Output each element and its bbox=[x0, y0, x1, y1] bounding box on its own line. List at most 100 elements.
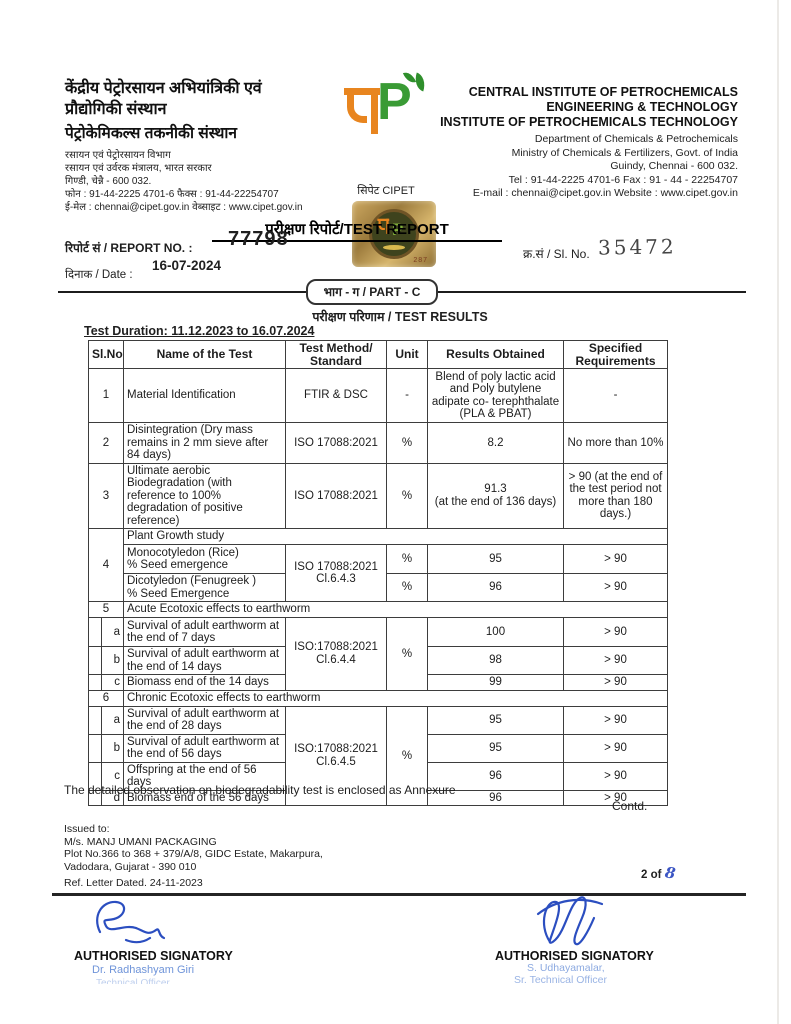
cell-sub-sl: a bbox=[88, 705, 124, 735]
cell-unit: % bbox=[386, 544, 428, 574]
email-web-en: E-mail : chennai@cipet.gov.in Website : … bbox=[472, 187, 738, 199]
page-number: 2 of 8 bbox=[641, 863, 677, 883]
signature-left-icon bbox=[96, 900, 166, 944]
dept-hindi: रसायन एवं पेट्रोरसायन विभाग bbox=[65, 150, 171, 161]
table-row: 2 Disintegration (Dry mass remains in 2 … bbox=[88, 422, 668, 464]
table-row: a Survival of adult earthworm at the end… bbox=[88, 617, 668, 691]
email-web-hindi: ई-मेल : chennai@cipet.gov.in वेब्साइट : … bbox=[65, 202, 303, 213]
cell-method: ISO:17088:2021 Cl.6.4.4 bbox=[285, 617, 387, 691]
cell-result: 91.3 (at the end of 136 days) bbox=[427, 462, 564, 529]
logo-caption: सिपेट CIPET bbox=[357, 185, 415, 197]
table-row: 3 Ultimate aerobic Biodegradation (with … bbox=[88, 462, 668, 529]
hologram-emblem-icon: P bbox=[369, 209, 419, 259]
cell-test-name: Dicotyledon (Fenugreek ) % Seed Emergenc… bbox=[123, 573, 286, 602]
cell-spec: > 90 bbox=[563, 573, 668, 602]
report-no-label: रिपोर्ट सं / REPORT NO. : bbox=[65, 241, 193, 255]
cell-test-name: Monocotyledon (Rice) % Seed emergence bbox=[123, 544, 286, 574]
col-header-name: Name of the Test bbox=[123, 340, 286, 369]
part-c-badge: भाग - ग / PART - C bbox=[306, 279, 438, 305]
test-duration: Test Duration: 11.12.2023 to 16.07.2024 bbox=[84, 324, 315, 338]
cell-test-name: Offspring at the end of 56 days bbox=[123, 761, 286, 791]
table-group-row: 6 Chronic Ecotoxic effects to earthworm bbox=[88, 689, 668, 707]
logo-latin-p: P bbox=[377, 73, 412, 131]
signatory-left-title-stamp: Technical Officer bbox=[96, 978, 170, 984]
cell-result: 96 bbox=[427, 789, 564, 806]
cell-result: 8.2 bbox=[427, 422, 564, 464]
org-name-en-line2: ENGINEERING & TECHNOLOGY bbox=[546, 100, 738, 114]
report-no-value: 77798 bbox=[228, 228, 289, 250]
cell-sl: 2 bbox=[88, 422, 124, 464]
cell-test-name: Survival of adult earthworm at the end o… bbox=[123, 733, 286, 763]
cell-test-name: Ultimate aerobic Biodegradation (with re… bbox=[123, 462, 286, 529]
header-english-block: CENTRAL INSTITUTE OF PETROCHEMICALS ENGI… bbox=[408, 85, 738, 201]
page-number-handwritten: 8 bbox=[663, 863, 677, 883]
scan-edge-line bbox=[777, 0, 779, 1024]
cell-spec: > 90 bbox=[563, 733, 668, 763]
cell-sl: 3 bbox=[88, 462, 124, 529]
org-name-hindi-line2: प्रौद्योगिकी संस्थान bbox=[65, 101, 167, 118]
cell-spec: > 90 bbox=[563, 646, 668, 675]
cell-result: Blend of poly lactic acid and Poly butyl… bbox=[427, 368, 564, 423]
col-header-spec: Specified Requirements bbox=[563, 340, 668, 369]
horizontal-rule-thick bbox=[52, 893, 746, 896]
cell-sub-sl: c bbox=[88, 761, 124, 791]
cell-method: ISO 17088:2021 bbox=[285, 462, 387, 529]
table-row: a Survival of adult earthworm at the end… bbox=[88, 705, 668, 806]
cell-sl: 5 bbox=[88, 601, 124, 618]
cell-sl: 1 bbox=[88, 368, 124, 423]
sticker-serial: 287 bbox=[413, 257, 428, 264]
org-name-hindi-line3: पेट्रोकेमिकल्स तकनीकी संस्थान bbox=[65, 125, 237, 142]
serial-no-stamp: 35472 bbox=[597, 234, 677, 260]
hologram-swoosh-icon bbox=[383, 245, 405, 250]
cell-result: 98 bbox=[427, 646, 564, 675]
cipet-logo: P bbox=[344, 69, 432, 148]
cell-sub-sl: d bbox=[88, 789, 124, 806]
hologram-sticker: P 287 bbox=[352, 201, 436, 267]
cell-test-name: Biomass end of the 56 days bbox=[123, 789, 286, 806]
org-name-en-line3: INSTITUTE OF PETROCHEMICALS TECHNOLOGY bbox=[440, 115, 738, 129]
cell-spec: > 90 (at the end of the test period not … bbox=[563, 462, 668, 529]
cell-method: ISO 17088:2021 Cl.6.4.3 bbox=[285, 544, 387, 602]
cell-sl: 6 bbox=[88, 689, 124, 707]
authorised-signatory-left-label: AUTHORISED SIGNATORY bbox=[74, 949, 233, 963]
address-hindi: गिण्डी, चेन्नै - 600 032. bbox=[65, 176, 152, 187]
cell-result: 95 bbox=[427, 733, 564, 763]
cell-spec: > 90 bbox=[563, 705, 668, 735]
cell-sub-sl: b bbox=[88, 646, 124, 675]
cell-test-name: Survival of adult earthworm at the end o… bbox=[123, 617, 286, 647]
cell-spec: > 90 bbox=[563, 617, 668, 647]
table-row: Monocotyledon (Rice) % Seed emergence IS… bbox=[89, 544, 668, 602]
table-row: 1 Material Identification FTIR & DSC - B… bbox=[88, 368, 668, 423]
cell-method: ISO:17088:2021 Cl.6.4.5 bbox=[285, 705, 387, 806]
cell-test-name: Disintegration (Dry mass remains in 2 mm… bbox=[123, 422, 286, 464]
cell-unit: % bbox=[386, 462, 428, 529]
cell-spec: > 90 bbox=[563, 761, 668, 791]
test-results-heading: परीक्षण परिणाम / TEST RESULTS bbox=[312, 310, 488, 324]
signatory-right-title-stamp: Sr. Technical Officer bbox=[514, 974, 607, 986]
contd-note: Contd. bbox=[612, 799, 648, 813]
dept-en: Department of Chemicals & Petrochemicals bbox=[534, 133, 738, 145]
hologram-pa-icon bbox=[377, 218, 390, 234]
cell-result: 95 bbox=[427, 544, 564, 574]
cell-test-name: Biomass end of the 14 days bbox=[123, 674, 286, 691]
org-name-hindi-line1: केंद्रीय पेट्रोरसायन अभियांत्रिकी एवं bbox=[65, 80, 262, 97]
cell-sub-sl: c bbox=[88, 674, 124, 691]
cell-method: ISO 17088:2021 bbox=[285, 422, 387, 464]
cell-group-title: Acute Ecotoxic effects to earthworm bbox=[123, 601, 668, 618]
cell-group-title: Plant Growth study bbox=[123, 528, 668, 545]
cell-spec: - bbox=[563, 368, 668, 423]
table-row: Dicotyledon (Fenugreek ) % Seed Emergenc… bbox=[89, 573, 668, 602]
cell-test-name: Survival of adult earthworm at the end o… bbox=[123, 646, 286, 675]
test-results-table: Sl.No Name of the Test Test Method/ Stan… bbox=[88, 340, 668, 806]
report-title: परीक्षण रिपोर्ट/TEST REPORT bbox=[212, 219, 502, 242]
serial-no-label: क्र.सं / Sl. No. bbox=[523, 247, 590, 261]
ref-letter: Ref. Letter Dated. 24-11-2023 bbox=[64, 877, 203, 889]
cell-method: FTIR & DSC bbox=[285, 368, 387, 423]
cell-spec: > 90 bbox=[563, 789, 668, 806]
org-name-en-line1: CENTRAL INSTITUTE OF PETROCHEMICALS bbox=[468, 85, 738, 99]
table-row: c Biomass end of the 14 days 99 > 90 bbox=[88, 674, 668, 691]
cell-spec: No more than 10% bbox=[563, 422, 668, 464]
table-row: d Biomass end of the 56 days 96 > 90 bbox=[88, 789, 668, 806]
cell-unit: - bbox=[386, 368, 428, 423]
